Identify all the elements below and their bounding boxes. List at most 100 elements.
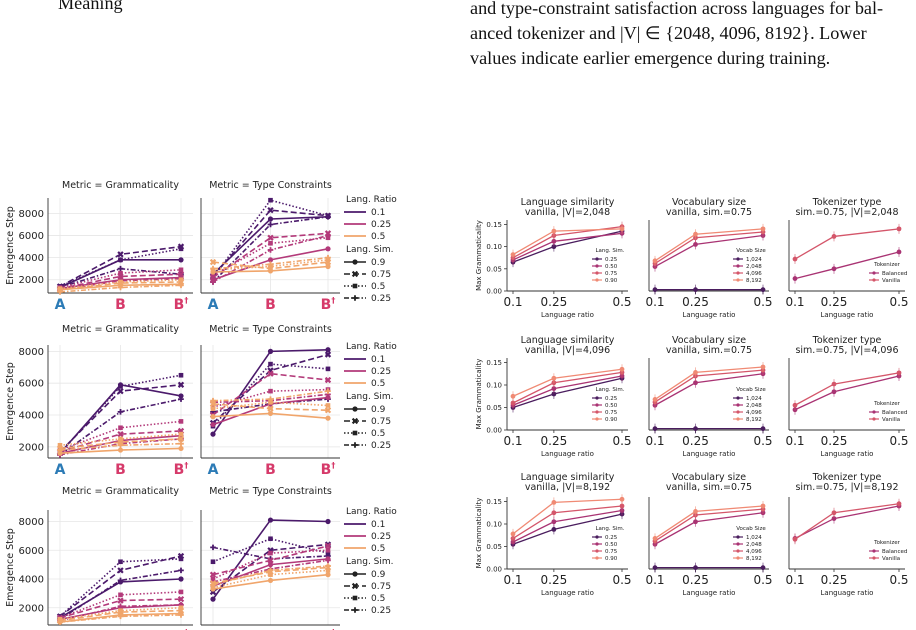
x-axis-label: Language ratio [683,450,736,458]
y-axis-label: Emergence Step [5,528,16,606]
data-point [619,503,625,509]
legend-title: Lang. Sim. [346,245,394,255]
data-point [325,232,331,239]
data-point [324,376,332,384]
data-point [118,279,123,285]
x-tick-label: 0.25 [682,573,709,587]
data-point [57,447,63,453]
data-point [57,619,63,625]
x-tick-label: 0.1 [503,295,522,309]
data-point [896,226,902,232]
series-line-ratio-0.25-sim-0.25 [59,277,182,291]
data-point [325,263,331,270]
x-tick-label: B [115,462,126,478]
data-point [792,276,798,281]
legend-marker [736,410,740,414]
legend-label: 0.5 [371,544,385,554]
x-axis-label: Language ratio [821,450,874,458]
data-point [210,431,216,437]
legend-marker [351,417,359,425]
data-point [57,289,63,295]
legend-label: 4,096 [746,271,762,277]
data-point [178,567,184,574]
data-point [325,246,331,252]
legend-marker [595,417,599,421]
data-point [268,361,273,367]
legend-label: 0.5 [371,429,385,439]
legend-title: Lang. Sim. [346,557,394,567]
x-tick-label: 0.1 [785,295,804,309]
series-line-ratio-0.1-sim-0.75 [212,209,329,277]
data-point [178,589,184,595]
data-point [118,384,123,389]
series-line-ratio-0.1-sim-0.25 [59,569,182,620]
panel-title: Metric = Type Constraints [209,180,332,191]
data-point [325,547,331,553]
data-point [178,372,184,378]
legend-marker [736,257,740,261]
data-point [267,261,274,268]
data-point [178,440,184,447]
legend-marker [352,442,358,448]
data-point [178,445,184,452]
legend-label: 0.25 [371,606,391,616]
legend-label: 0.9 [371,405,386,415]
legend-marker [736,271,740,275]
data-point [210,265,216,272]
legend-marker [351,270,359,278]
y-tick-label: 0.15 [486,359,502,367]
x-tick-label: 0.1 [645,434,664,448]
caption-line-3: values indicate earlier emergence during… [470,48,831,68]
data-point [792,256,798,262]
y-tick-label: 0.10 [486,521,502,529]
data-point [831,234,837,239]
legend-label: 1,024 [746,535,762,541]
x-tick-label: A [55,462,66,478]
series-line-ratio-0.5-sim-0.25 [212,390,329,402]
y-tick-label: 0.10 [486,243,502,251]
x-tick-label: B† [174,296,189,313]
legend-marker [595,257,599,261]
legend-label: 0.1 [371,208,385,218]
data-point [117,387,124,395]
legend-marker [352,295,358,301]
data-point [117,567,124,574]
legend-marker [595,549,599,553]
data-point [267,517,274,523]
x-tick-label: 0.5 [612,573,631,587]
data-point [325,254,331,261]
x-tick-label: 0.25 [682,295,709,309]
data-point [551,375,557,381]
data-point [210,421,216,428]
data-point [178,576,184,582]
data-point [177,271,185,278]
panel-subtitle: sim.=0.75, |V|=4,096 [795,345,898,356]
data-point [510,393,516,399]
x-axis-label: Language ratio [821,311,874,319]
emergence-panel-2-2: Metric = Type Constraints A B B† [200,324,340,478]
data-point [268,388,273,394]
legend-marker [595,556,599,560]
data-point [551,510,557,516]
emergence-legend-3: Lang. Ratio 0.1 0.25 0.5 Lang. Sim. 0.9 0.75 0.… [344,507,397,616]
y-tick-label: 0.15 [486,221,502,229]
data-point [268,536,273,542]
series-line-ratio-0.1-sim-0.75 [212,543,329,593]
x-tick-label: 0.1 [503,573,522,587]
data-point [268,572,273,577]
data-point [178,556,184,562]
data-point [551,238,557,244]
data-point [117,265,124,272]
data-point [792,402,798,408]
legend-marker [736,556,740,560]
data-point [325,394,331,401]
data-point [896,501,902,507]
legend-label: Balanced [882,271,907,277]
data-point [267,206,274,214]
legend-label: 0.75 [371,270,391,280]
legend-marker [352,430,358,436]
data-point [118,257,123,263]
data-point [510,252,516,258]
panel-subtitle: vanilla, |V|=8,192 [525,482,610,493]
